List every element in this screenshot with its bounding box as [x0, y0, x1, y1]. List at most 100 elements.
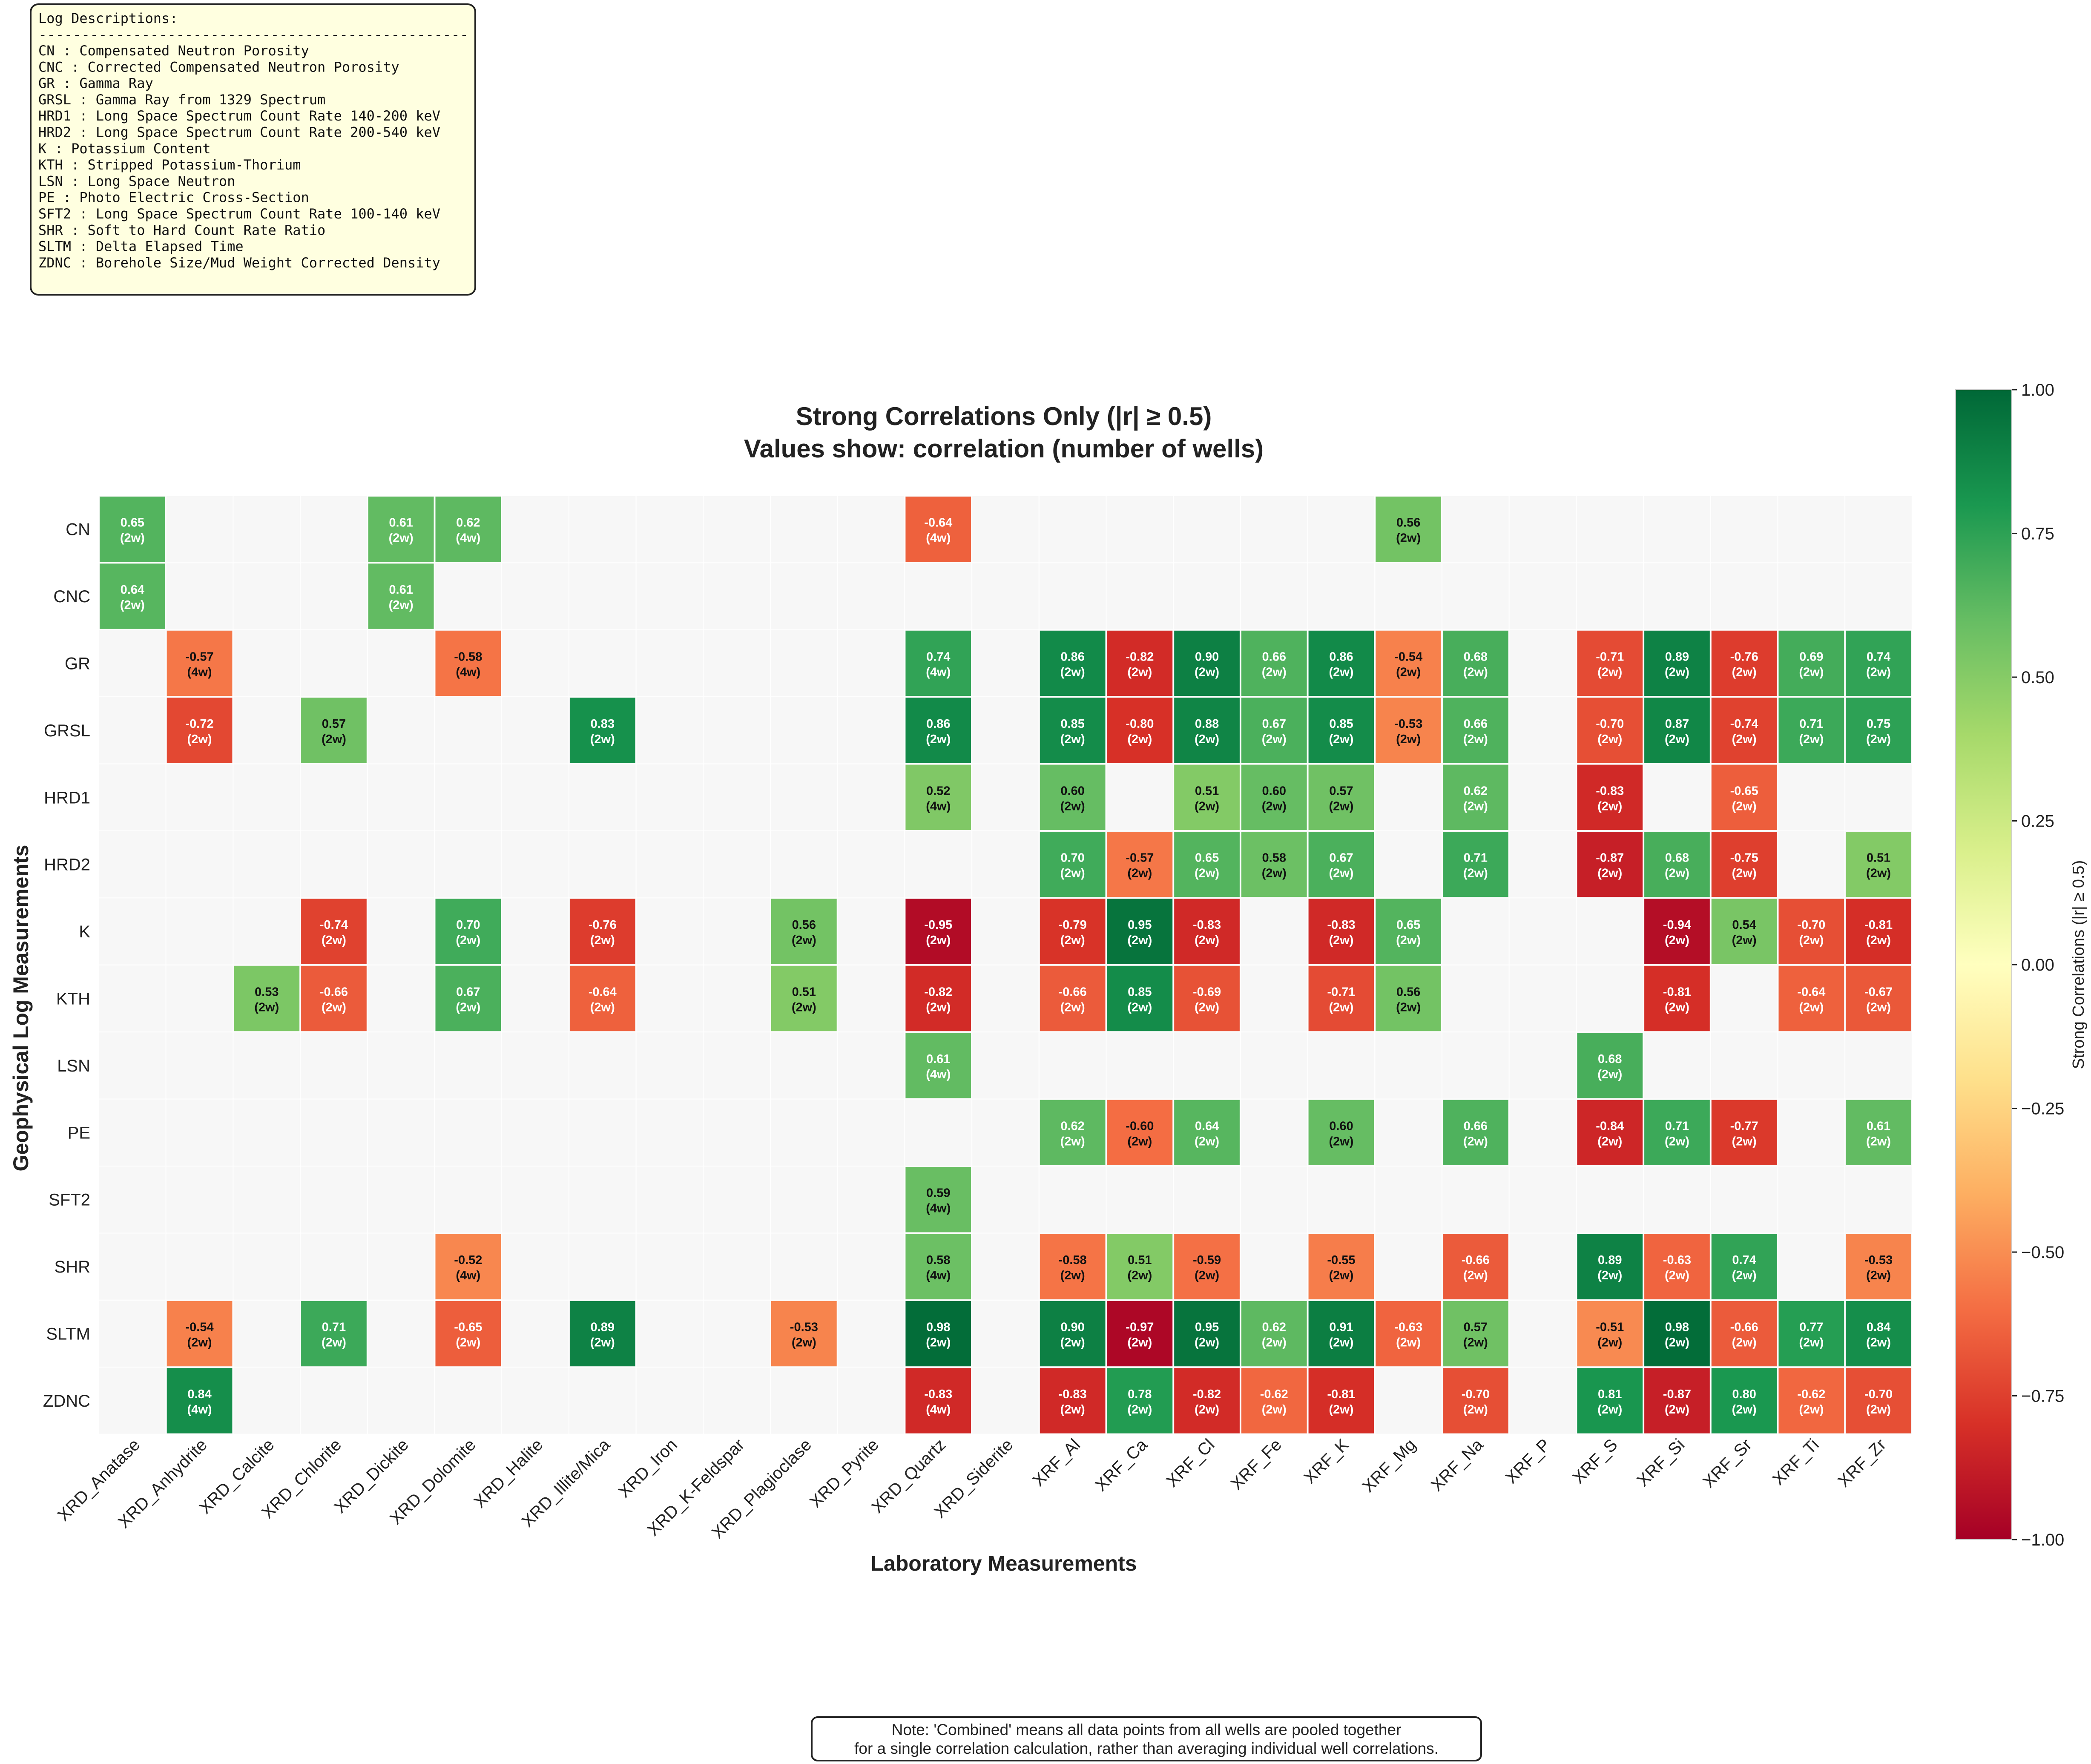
cell-value-label: -0.66 — [320, 985, 348, 999]
cell-wells-label: (2w) — [1866, 733, 1891, 746]
heatmap-cell-rect — [1174, 1368, 1240, 1434]
cell-wells-label: (2w) — [1195, 1001, 1219, 1014]
heatmap-empty-cell — [1710, 1031, 1778, 1100]
cell-wells-label: (2w) — [1060, 1336, 1085, 1350]
cell-value-label: -0.65 — [454, 1321, 482, 1334]
cell-wells-label: (2w) — [1866, 1135, 1891, 1148]
cell-value-label: 0.85 — [1329, 717, 1353, 731]
cell-value-label: 0.83 — [591, 717, 615, 731]
heatmap-cell: -0.57 (4w) — [167, 630, 233, 696]
heatmap-cell: -0.67 (2w) — [1846, 965, 1911, 1031]
heatmap-empty-cell — [501, 964, 569, 1033]
heatmap-cell: -0.82 (2w) — [1107, 630, 1173, 696]
heatmap-cell: -0.66 (2w) — [1711, 1301, 1777, 1367]
heatmap-cell: -0.83 (2w) — [1040, 1368, 1106, 1434]
heatmap-cell: -0.64(4w) — [905, 497, 971, 562]
x-tick-labels: XRD_AnataseXRD_AnhydriteXRD_CalciteXRD_C… — [54, 1435, 1890, 1543]
cell-wells-label: (2w) — [1799, 733, 1824, 746]
cell-wells-label: (4w) — [926, 531, 951, 545]
heatmap-empty-cell — [1173, 495, 1241, 563]
heatmap-empty-cell — [568, 562, 637, 630]
heatmap-empty-cell — [98, 964, 167, 1033]
cell-wells-label: (2w) — [1396, 733, 1421, 746]
cell-wells-label: (2w) — [456, 1336, 480, 1350]
cell-wells-label: (2w) — [1597, 867, 1622, 880]
heatmap-cell-rect — [569, 698, 635, 763]
cell-wells-label: (2w) — [1665, 1135, 1689, 1148]
heatmap-empty-cell — [1643, 495, 1711, 563]
cell-wells-label: (2w) — [1127, 733, 1152, 746]
heatmap-cell-rect — [1577, 1368, 1643, 1434]
heatmap-cell-rect — [771, 965, 837, 1031]
cell-value-label: 0.62 — [1262, 1321, 1286, 1334]
cell-value-label: -0.84 — [1596, 1119, 1624, 1133]
cell-value-label: 0.95 — [1195, 1321, 1219, 1334]
heatmap-empty-cell — [837, 1233, 905, 1301]
cell-value-label: -0.81 — [1663, 985, 1691, 999]
heatmap-empty-cell — [300, 562, 368, 630]
heatmap-cell-rect — [1308, 1368, 1374, 1434]
heatmap-empty-cell — [300, 1367, 368, 1435]
heatmap-cell: 0.60 (2w) — [1308, 1100, 1374, 1165]
heatmap-cell-rect — [301, 698, 367, 763]
cell-wells-label: (2w) — [120, 598, 145, 612]
cell-value-label: 0.86 — [926, 717, 950, 731]
cell-wells-label: (2w) — [1732, 1135, 1757, 1148]
heatmap-cell-rect — [1241, 1368, 1307, 1434]
heatmap-cell: 0.86 (2w) — [1040, 630, 1106, 696]
heatmap-empty-cell — [434, 1367, 503, 1435]
heatmap-cell: 0.70 (2w) — [435, 899, 501, 964]
heatmap-empty-cell — [703, 1367, 771, 1435]
heatmap-cell: 0.98 (2w) — [1644, 1301, 1710, 1367]
cell-value-label: -0.66 — [1462, 1253, 1490, 1267]
cell-wells-label: (2w) — [1597, 733, 1622, 746]
cell-wells-label: (2w) — [1665, 666, 1689, 679]
y-tick-labels: CN CNC GR GRSL HRD1 HRD2 K KTH LSN PE SFT2 SHR SLTM Z… — [43, 520, 90, 1411]
heatmap-empty-cell — [434, 1031, 503, 1100]
cell-value-label: -0.64 — [589, 985, 617, 999]
heatmap-empty-cell — [703, 1299, 771, 1368]
heatmap-cell-rect — [1644, 899, 1710, 964]
heatmap-cell: 0.70 (2w) — [1040, 832, 1106, 897]
heatmap-cell-rect — [905, 630, 971, 696]
heatmap-empty-cell — [1240, 495, 1308, 563]
cell-wells-label: (2w) — [1396, 1001, 1421, 1014]
heatmap-cell: 0.95 (2w) — [1174, 1301, 1240, 1367]
heatmap-cell: -0.63 (2w) — [1644, 1234, 1710, 1299]
heatmap-cell-rect — [1376, 899, 1441, 964]
heatmap-empty-cell — [1643, 562, 1711, 630]
x-tick-label: XRF_Mg — [1359, 1435, 1420, 1496]
heatmap-cell: 0.85 (2w) — [1107, 965, 1173, 1031]
heatmap-empty-cell — [98, 763, 167, 831]
heatmap-empty-cell — [367, 1031, 435, 1100]
heatmap-empty-cell — [703, 897, 771, 965]
cell-value-label: -0.87 — [1596, 851, 1624, 865]
cell-wells-label: (2w) — [1732, 733, 1757, 746]
cell-value-label: 0.71 — [1665, 1119, 1689, 1133]
heatmap-empty-cell — [703, 830, 771, 899]
cell-wells-label: (2w) — [792, 934, 816, 947]
cell-wells-label: (2w) — [1060, 1403, 1085, 1416]
cell-wells-label: (2w) — [1060, 867, 1085, 880]
heatmap-cell-rect — [1040, 832, 1106, 897]
y-tick-label: SFT2 — [49, 1191, 90, 1210]
heatmap-cell-rect — [1846, 1301, 1911, 1367]
heatmap-empty-cell — [98, 1098, 167, 1167]
cell-wells-label: (2w) — [1665, 733, 1689, 746]
heatmap-cell-rect — [1107, 1100, 1173, 1165]
heatmap-cell-rect — [771, 1301, 837, 1367]
cell-wells-label: (2w) — [1597, 1336, 1622, 1350]
heatmap-empty-cell — [635, 964, 704, 1033]
cell-value-label: -0.51 — [1596, 1321, 1624, 1334]
heatmap-cell-rect — [1040, 1368, 1106, 1434]
heatmap-cell-rect — [1778, 630, 1844, 696]
cell-wells-label: (4w) — [456, 666, 480, 679]
heatmap-cell-rect — [1241, 764, 1307, 830]
cell-value-label: 0.61 — [1867, 1119, 1890, 1133]
cell-wells-label: (2w) — [1463, 1269, 1488, 1282]
cell-value-label: 0.57 — [1329, 784, 1353, 798]
cell-value-label: -0.54 — [1394, 650, 1422, 664]
cell-wells-label: (2w) — [322, 733, 346, 746]
cell-wells-label: (2w) — [120, 531, 145, 545]
heatmap-cell-rect — [1711, 1234, 1777, 1299]
